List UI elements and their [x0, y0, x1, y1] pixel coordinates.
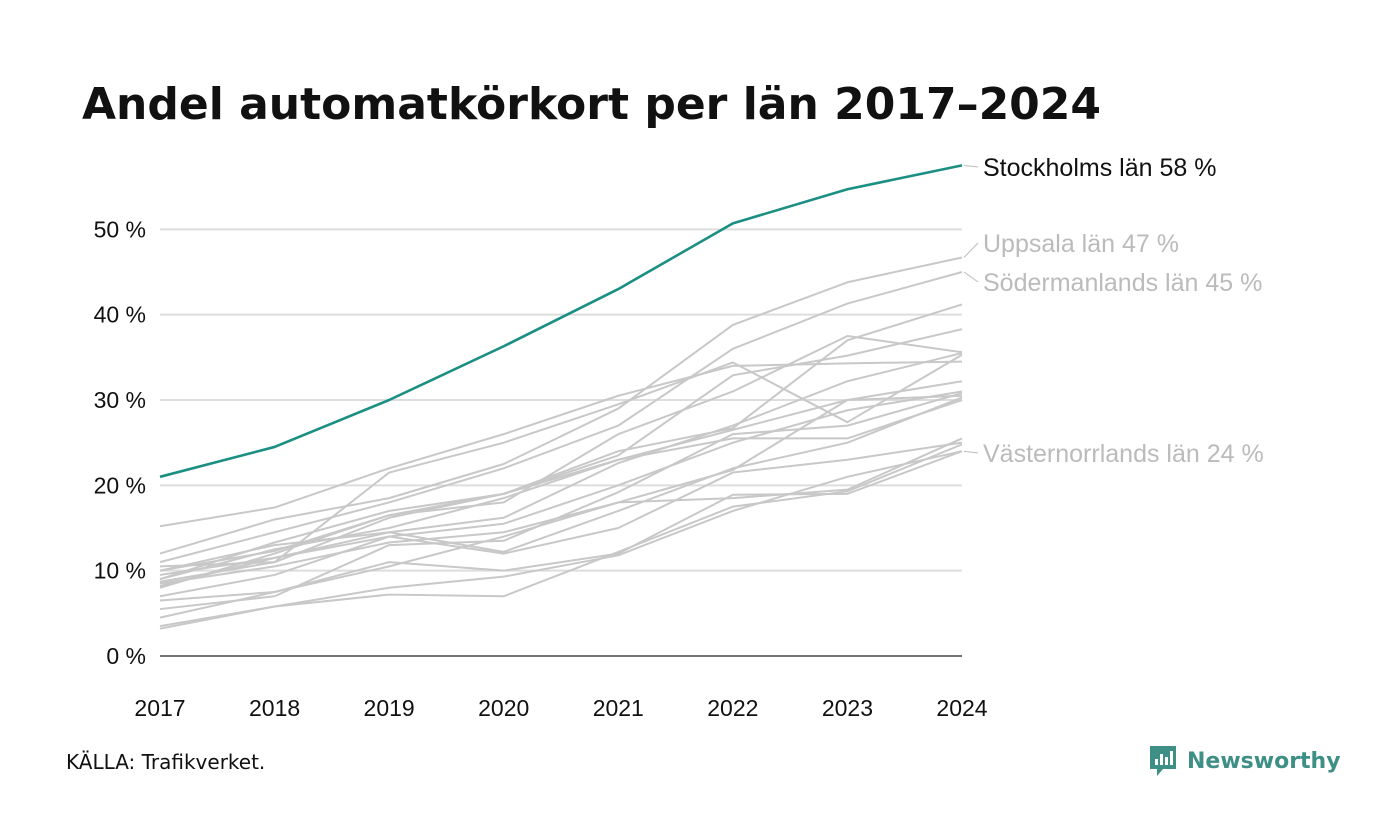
series-line — [159, 441, 963, 598]
series-line — [159, 392, 963, 611]
series-line — [159, 164, 963, 479]
x-tick-label: 2021 — [593, 695, 644, 721]
series-end-label: Stockholms län 58 % — [983, 154, 1216, 182]
label-leader-line — [963, 450, 979, 454]
label-leader-line — [963, 242, 979, 258]
series-end-label: Uppsala län 47 % — [983, 230, 1179, 258]
x-tick-label: 2023 — [822, 695, 873, 721]
brand-logo: Newsworthy — [1148, 744, 1341, 778]
series-line — [159, 443, 963, 630]
series-line — [159, 396, 963, 576]
y-tick-label: 10 % — [94, 558, 146, 584]
series-line — [159, 256, 963, 555]
series-line — [159, 360, 963, 528]
x-tick-label: 2020 — [478, 695, 529, 721]
series-line — [159, 271, 963, 564]
series-end-label: Södermanlands län 45 % — [983, 269, 1262, 297]
y-tick-label: 40 % — [94, 302, 146, 328]
series-line — [159, 352, 963, 572]
series-line — [159, 328, 963, 581]
x-tick-label: 2018 — [249, 695, 300, 721]
series-end-label: Västernorrlands län 24 % — [983, 440, 1264, 468]
x-tick-label: 2019 — [364, 695, 415, 721]
y-tick-label: 30 % — [94, 387, 146, 413]
series-line — [159, 335, 963, 589]
x-axis-ticks: 2017 2018 2019 2020 2021 2022 2023 2024 — [134, 695, 987, 721]
line-end-labels: Stockholms län 58 % Uppsala län 47 % Söder… — [963, 154, 1264, 468]
x-tick-label: 2024 — [936, 695, 987, 721]
x-tick-label: 2017 — [134, 695, 185, 721]
series-line — [159, 450, 963, 628]
y-axis-ticks: 0 % 10 % 20 % 30 % 40 % 50 % — [94, 216, 146, 669]
series-line — [159, 380, 963, 581]
other-lan-lines — [159, 303, 963, 630]
highlighted-lan-lines — [159, 164, 963, 628]
source-note: KÄLLA: Trafikverket. — [66, 750, 266, 774]
brand-name: Newsworthy — [1187, 748, 1341, 774]
label-leader-line — [963, 164, 979, 168]
newsworthy-logo-icon — [1150, 746, 1176, 776]
chart-title: Andel automatkörkort per län 2017–2024 — [82, 79, 1101, 130]
y-tick-label: 50 % — [94, 216, 146, 242]
y-tick-label: 20 % — [94, 472, 146, 498]
x-tick-label: 2022 — [707, 695, 758, 721]
y-tick-label: 0 % — [106, 643, 146, 669]
gridlines — [160, 228, 962, 657]
label-leader-line — [963, 271, 979, 283]
